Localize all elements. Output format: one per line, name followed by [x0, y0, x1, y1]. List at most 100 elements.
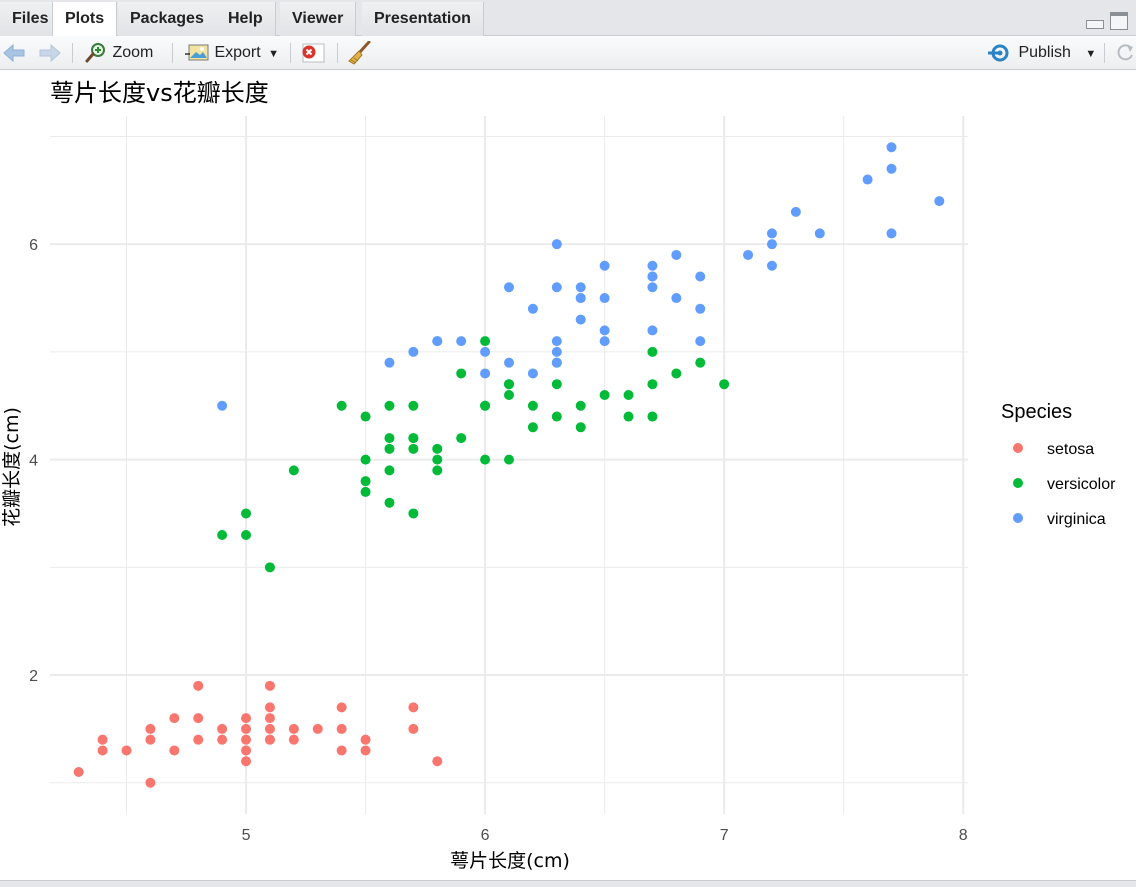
data-point-versicolor — [241, 508, 252, 519]
data-point-versicolor — [623, 411, 634, 422]
data-point-setosa — [193, 713, 204, 724]
data-point-versicolor — [384, 433, 395, 444]
data-point-versicolor — [384, 400, 395, 411]
data-point-versicolor — [408, 433, 419, 444]
y-axis-ticks: 2 4 6 — [29, 237, 38, 685]
data-point-versicolor — [360, 486, 371, 497]
data-point-setosa — [193, 680, 204, 691]
tab-packages[interactable]: Packages — [118, 2, 217, 36]
data-point-setosa — [241, 723, 252, 734]
data-point-versicolor — [623, 389, 634, 400]
data-point-versicolor — [647, 346, 658, 357]
data-point-virginica — [647, 325, 658, 336]
data-point-versicolor — [480, 336, 491, 347]
data-point-setosa — [97, 745, 108, 756]
chart-title: 萼片长度vs花瓣长度 — [50, 79, 269, 107]
data-point-versicolor — [480, 400, 491, 411]
arrow-right-icon[interactable] — [38, 40, 62, 66]
data-point-setosa — [169, 745, 180, 756]
data-point-virginica — [551, 336, 562, 347]
major-gridlines — [50, 116, 968, 814]
magnifier-icon — [85, 42, 105, 63]
y-tick-label: 6 — [29, 237, 38, 254]
data-point-virginica — [886, 142, 897, 153]
data-point-virginica — [575, 314, 586, 325]
data-point-setosa — [264, 680, 275, 691]
x-tick-label: 6 — [481, 827, 490, 844]
maximize-pane-icon[interactable] — [1110, 12, 1128, 30]
zoom-label: Zoom — [112, 44, 154, 61]
x-tick-label: 7 — [720, 827, 729, 844]
data-point-virginica — [766, 239, 777, 250]
data-point-setosa — [360, 734, 371, 745]
data-point-setosa — [145, 723, 156, 734]
toolbar-separator — [1104, 43, 1105, 63]
data-point-setosa — [288, 734, 299, 745]
legend-label-virginica: virginica — [1047, 511, 1106, 528]
tab-files[interactable]: Files — [0, 2, 62, 36]
data-point-virginica — [527, 303, 538, 314]
export-button[interactable]: Export ▼ — [184, 40, 279, 66]
data-point-versicolor — [288, 465, 299, 476]
data-point-versicolor — [336, 400, 347, 411]
data-point-virginica — [671, 249, 682, 260]
data-point-virginica — [384, 357, 395, 368]
data-point-versicolor — [432, 465, 443, 476]
data-point-virginica — [695, 336, 706, 347]
data-point-setosa — [408, 702, 419, 713]
data-point-virginica — [790, 206, 801, 217]
y-tick-label: 4 — [29, 453, 38, 470]
data-point-virginica — [886, 163, 897, 174]
data-point-virginica — [647, 260, 658, 271]
remove-plot-button[interactable] — [300, 40, 326, 66]
data-point-setosa — [312, 723, 323, 734]
data-point-virginica — [504, 357, 514, 368]
data-point-versicolor — [527, 422, 538, 433]
data-point-versicolor — [504, 454, 514, 465]
data-point-versicolor — [241, 530, 252, 541]
data-point-virginica — [647, 282, 658, 293]
broom-icon — [348, 40, 371, 65]
data-point-versicolor — [360, 454, 371, 465]
publish-button[interactable]: Publish ▼ — [986, 40, 1096, 66]
data-point-setosa — [336, 723, 347, 734]
scatter-plot: 5 6 7 8 2 4 6 萼片长度vs花瓣长度 萼片长度(cm) 花瓣长度(cm) Sp… — [1, 79, 1116, 872]
data-point-virginica — [551, 357, 562, 368]
data-point-virginica — [599, 260, 610, 271]
minimize-pane-icon[interactable] — [1086, 20, 1104, 29]
data-point-versicolor — [432, 454, 443, 465]
data-point-setosa — [408, 723, 419, 734]
tab-presentation[interactable]: Presentation — [362, 2, 484, 36]
publish-label: Publish — [1018, 44, 1071, 61]
chevron-down-icon: ▼ — [268, 48, 280, 60]
data-point-versicolor — [599, 389, 610, 400]
data-point-setosa — [97, 734, 108, 745]
tab-plots[interactable]: Plots — [52, 2, 118, 37]
data-point-versicolor — [671, 368, 682, 379]
data-point-setosa — [73, 766, 84, 777]
data-point-setosa — [217, 723, 228, 734]
chevron-down-icon: ▼ — [1085, 48, 1097, 60]
tab-viewer[interactable]: Viewer — [280, 2, 357, 36]
tab-help[interactable]: Help — [216, 2, 276, 36]
legend-key-versicolor — [1013, 478, 1023, 488]
data-point-versicolor — [264, 562, 275, 573]
minor-gridlines — [50, 116, 968, 814]
data-point-versicolor — [480, 454, 491, 465]
data-point-setosa — [360, 745, 371, 756]
data-point-versicolor — [647, 379, 658, 390]
y-axis-label: 花瓣长度(cm) — [1, 407, 23, 527]
toolbar-separator — [337, 43, 338, 63]
clear-all-plots-button[interactable] — [346, 40, 372, 66]
zoom-button[interactable]: Zoom — [84, 40, 153, 66]
data-point-versicolor — [719, 379, 730, 390]
data-point-versicolor — [360, 476, 371, 487]
arrow-left-icon[interactable] — [2, 40, 26, 66]
data-point-versicolor — [695, 357, 706, 368]
data-point-virginica — [766, 260, 777, 271]
refresh-icon[interactable] — [1114, 40, 1136, 66]
data-point-setosa — [288, 723, 299, 734]
data-point-versicolor — [384, 465, 395, 476]
legend: Species setosa versicolor virginica — [1001, 401, 1116, 528]
data-point-setosa — [241, 713, 252, 724]
